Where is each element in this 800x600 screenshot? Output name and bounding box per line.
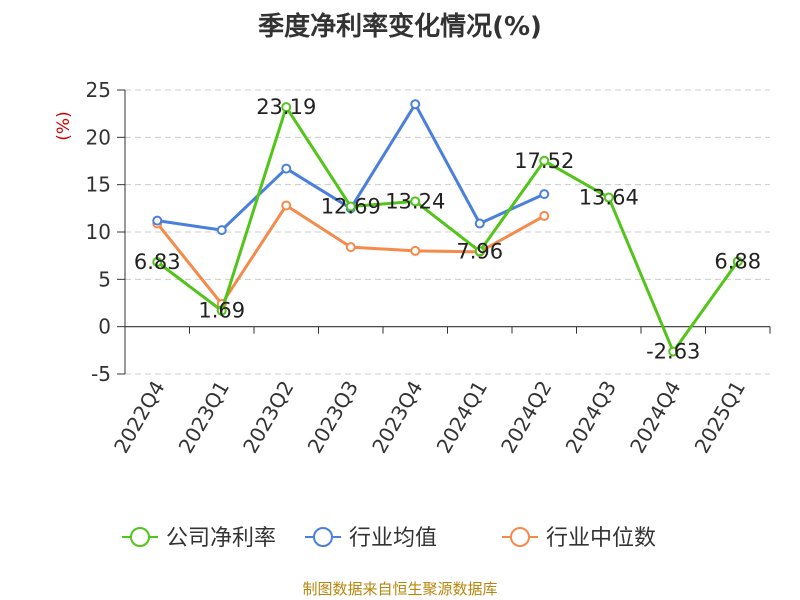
data-label: 12.69 <box>321 195 381 219</box>
legend-swatch-marker <box>510 527 530 547</box>
y-tick-label: 0 <box>98 315 111 339</box>
data-point <box>345 201 356 212</box>
legend-swatch-marker <box>313 527 333 547</box>
data-point <box>474 246 485 257</box>
legend-item-2: 行业中位数 <box>502 526 656 551</box>
y-tick-label: 5 <box>98 267 111 291</box>
legend-swatch-marker <box>130 527 150 547</box>
grid-layer <box>125 89 770 375</box>
data-point <box>216 225 227 236</box>
data-label: 1.69 <box>198 299 245 323</box>
data-point <box>539 189 550 200</box>
x-tick-label: 2025Q1 <box>690 377 750 458</box>
source-note: 制图数据来自恒生聚源数据库 <box>302 580 498 598</box>
x-tick-label: 2023Q3 <box>303 377 363 458</box>
x-tick-label: 2024Q1 <box>432 377 492 458</box>
data-point <box>152 215 163 226</box>
legend-label: 公司净利率 <box>166 526 276 551</box>
data-point <box>410 196 421 207</box>
data-point <box>410 245 421 256</box>
y-axis-label: (%) <box>54 111 74 140</box>
legend-item-1: 行业均值 <box>305 526 437 551</box>
data-point <box>281 200 292 211</box>
data-point <box>603 192 614 203</box>
data-point <box>474 218 485 229</box>
x-tick-label: 2024Q2 <box>496 377 556 458</box>
legend-label: 行业中位数 <box>546 526 656 551</box>
y-tick-label: 20 <box>86 125 111 149</box>
y-tick-label: 25 <box>86 78 111 102</box>
x-tick-label: 2023Q1 <box>174 377 234 458</box>
data-label: 23.19 <box>256 95 316 119</box>
data-point <box>539 210 550 221</box>
y-tick-label: -5 <box>91 362 111 386</box>
data-label: 6.83 <box>134 250 181 274</box>
x-tick-label: 2022Q4 <box>109 377 169 458</box>
y-tick-label: 15 <box>86 173 111 197</box>
data-point <box>152 257 163 268</box>
data-point <box>732 256 743 267</box>
data-label: 7.96 <box>456 239 503 263</box>
y-tick-label: 10 <box>86 220 111 244</box>
legend: 公司净利率 行业均值 行业中位数 <box>122 526 656 551</box>
data-label: 17.52 <box>514 149 574 173</box>
x-tick-label: 2024Q4 <box>625 377 685 458</box>
chart-title: 季度净利率变化情况(%) <box>258 12 542 42</box>
data-point <box>281 163 292 174</box>
x-tick-label: 2023Q2 <box>238 377 298 458</box>
legend-item-0: 公司净利率 <box>122 526 276 551</box>
data-point <box>281 102 292 113</box>
legend-label: 行业均值 <box>349 526 437 551</box>
series-layer <box>152 99 743 357</box>
data-point <box>668 346 679 357</box>
x-tick-label: 2023Q4 <box>367 377 427 458</box>
data-point <box>345 242 356 253</box>
data-label: -2.63 <box>646 340 700 364</box>
x-tick-label: 2024Q3 <box>561 377 621 458</box>
data-point <box>539 155 550 166</box>
data-label: 13.64 <box>579 186 639 210</box>
data-label: 6.88 <box>714 250 761 274</box>
series-line <box>156 105 739 354</box>
data-label: 13.24 <box>385 189 445 213</box>
series-0 <box>152 102 743 357</box>
data-point <box>216 305 227 316</box>
data-point <box>410 99 421 110</box>
